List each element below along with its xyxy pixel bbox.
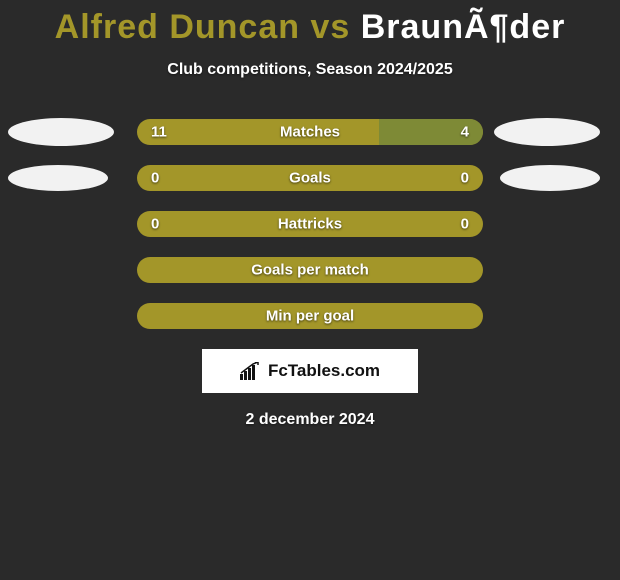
stat-value-right: 0: [461, 216, 469, 233]
stat-bar: 0 0 Goals: [137, 165, 483, 191]
date-text: 2 december 2024: [0, 411, 620, 429]
stat-row: 11 4 Matches: [0, 119, 620, 145]
stat-label: Goals: [289, 170, 331, 187]
stat-label: Min per goal: [266, 308, 354, 325]
stat-bar: Goals per match: [137, 257, 483, 283]
stat-value-right: 0: [461, 170, 469, 187]
player2-name: BraunÃ¶der: [361, 8, 566, 46]
comparison-widget: Alfred Duncan vs BraunÃ¶der Club competi…: [0, 0, 620, 429]
stat-row: Min per goal: [0, 303, 620, 329]
stat-value-right: 4: [461, 124, 469, 141]
stat-row: 0 0 Goals: [0, 165, 620, 191]
player1-name: Alfred Duncan: [55, 8, 300, 46]
stat-value-left: 0: [151, 170, 159, 187]
logo-box: FcTables.com: [202, 349, 418, 393]
stat-label: Hattricks: [278, 216, 342, 233]
stat-row: Goals per match: [0, 257, 620, 283]
stat-bar: 11 4 Matches: [137, 119, 483, 145]
ellipse-left: [8, 165, 108, 191]
subtitle: Club competitions, Season 2024/2025: [0, 61, 620, 79]
logo-text: FcTables.com: [268, 361, 380, 381]
ellipse-right: [500, 165, 600, 191]
stat-row: 0 0 Hattricks: [0, 211, 620, 237]
fctables-icon: [240, 362, 262, 380]
stat-label: Matches: [280, 124, 340, 141]
stat-value-left: 11: [151, 124, 167, 141]
stat-bar: Min per goal: [137, 303, 483, 329]
ellipse-right: [494, 118, 600, 146]
ellipse-left: [8, 118, 114, 146]
stats-area: 11 4 Matches 0 0 Goals 0 0 Hattricks Goals per ma…: [0, 119, 620, 329]
stat-bar: 0 0 Hattricks: [137, 211, 483, 237]
stat-label: Goals per match: [251, 262, 369, 279]
stat-value-left: 0: [151, 216, 159, 233]
page-title: Alfred Duncan vs BraunÃ¶der: [0, 8, 620, 47]
vs-text: vs: [310, 8, 350, 46]
